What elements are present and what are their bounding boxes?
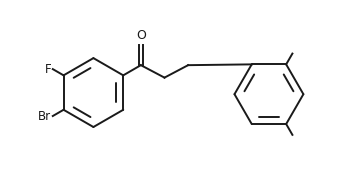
- Text: F: F: [45, 63, 51, 76]
- Text: O: O: [136, 29, 146, 42]
- Text: Br: Br: [38, 110, 51, 122]
